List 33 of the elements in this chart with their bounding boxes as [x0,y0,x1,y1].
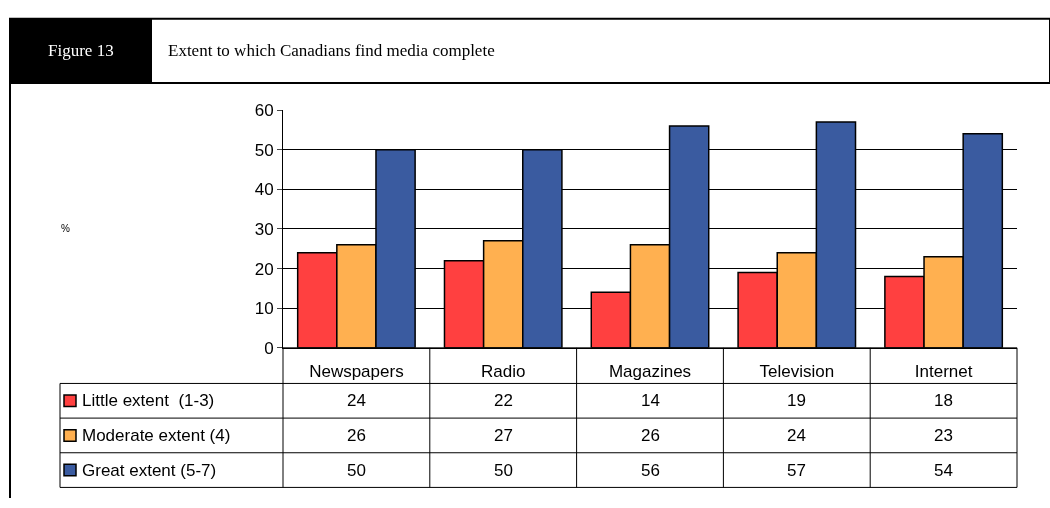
chart-title: Extent to which Canadians find media complete [168,41,495,60]
legend-label: Great extent (5-7) [82,461,217,480]
y-tick-label: 20 [254,259,274,279]
data-label: 57 [787,461,806,480]
data-label: 56 [641,461,660,480]
y-tick-label: 10 [254,299,274,319]
data-label: 22 [494,391,513,410]
data-label: 18 [934,391,953,410]
text: % [61,223,70,234]
data-label: 23 [934,426,953,445]
x-tick-label: Television [759,362,835,382]
x-tick-label: Internet [914,362,973,382]
y-tick-label: 60 [254,101,274,121]
data-label: 26 [641,426,660,445]
y-tick-label: 30 [254,219,274,239]
x-tick-label: Radio [480,362,526,382]
text: Figure 13 [48,41,114,60]
data-label: 26 [347,426,366,445]
data-label: 50 [494,461,513,480]
data-label: 27 [494,426,513,445]
x-tick-label: Magazines [608,362,692,382]
x-tick-label: Newspapers [309,362,404,382]
data-label: 54 [934,461,953,480]
data-label: 24 [347,391,366,410]
data-label: 24 [787,426,806,445]
data-label: 50 [347,461,366,480]
data-label: 14 [641,391,660,410]
legend-label: Moderate extent (4) [82,426,231,445]
y-tick-label: 40 [254,180,274,200]
y-tick-label: 50 [254,140,274,160]
legend-label: Little extent (1-3) [82,391,215,410]
data-label: 19 [787,391,806,410]
y-tick-label: 0 [264,338,274,358]
